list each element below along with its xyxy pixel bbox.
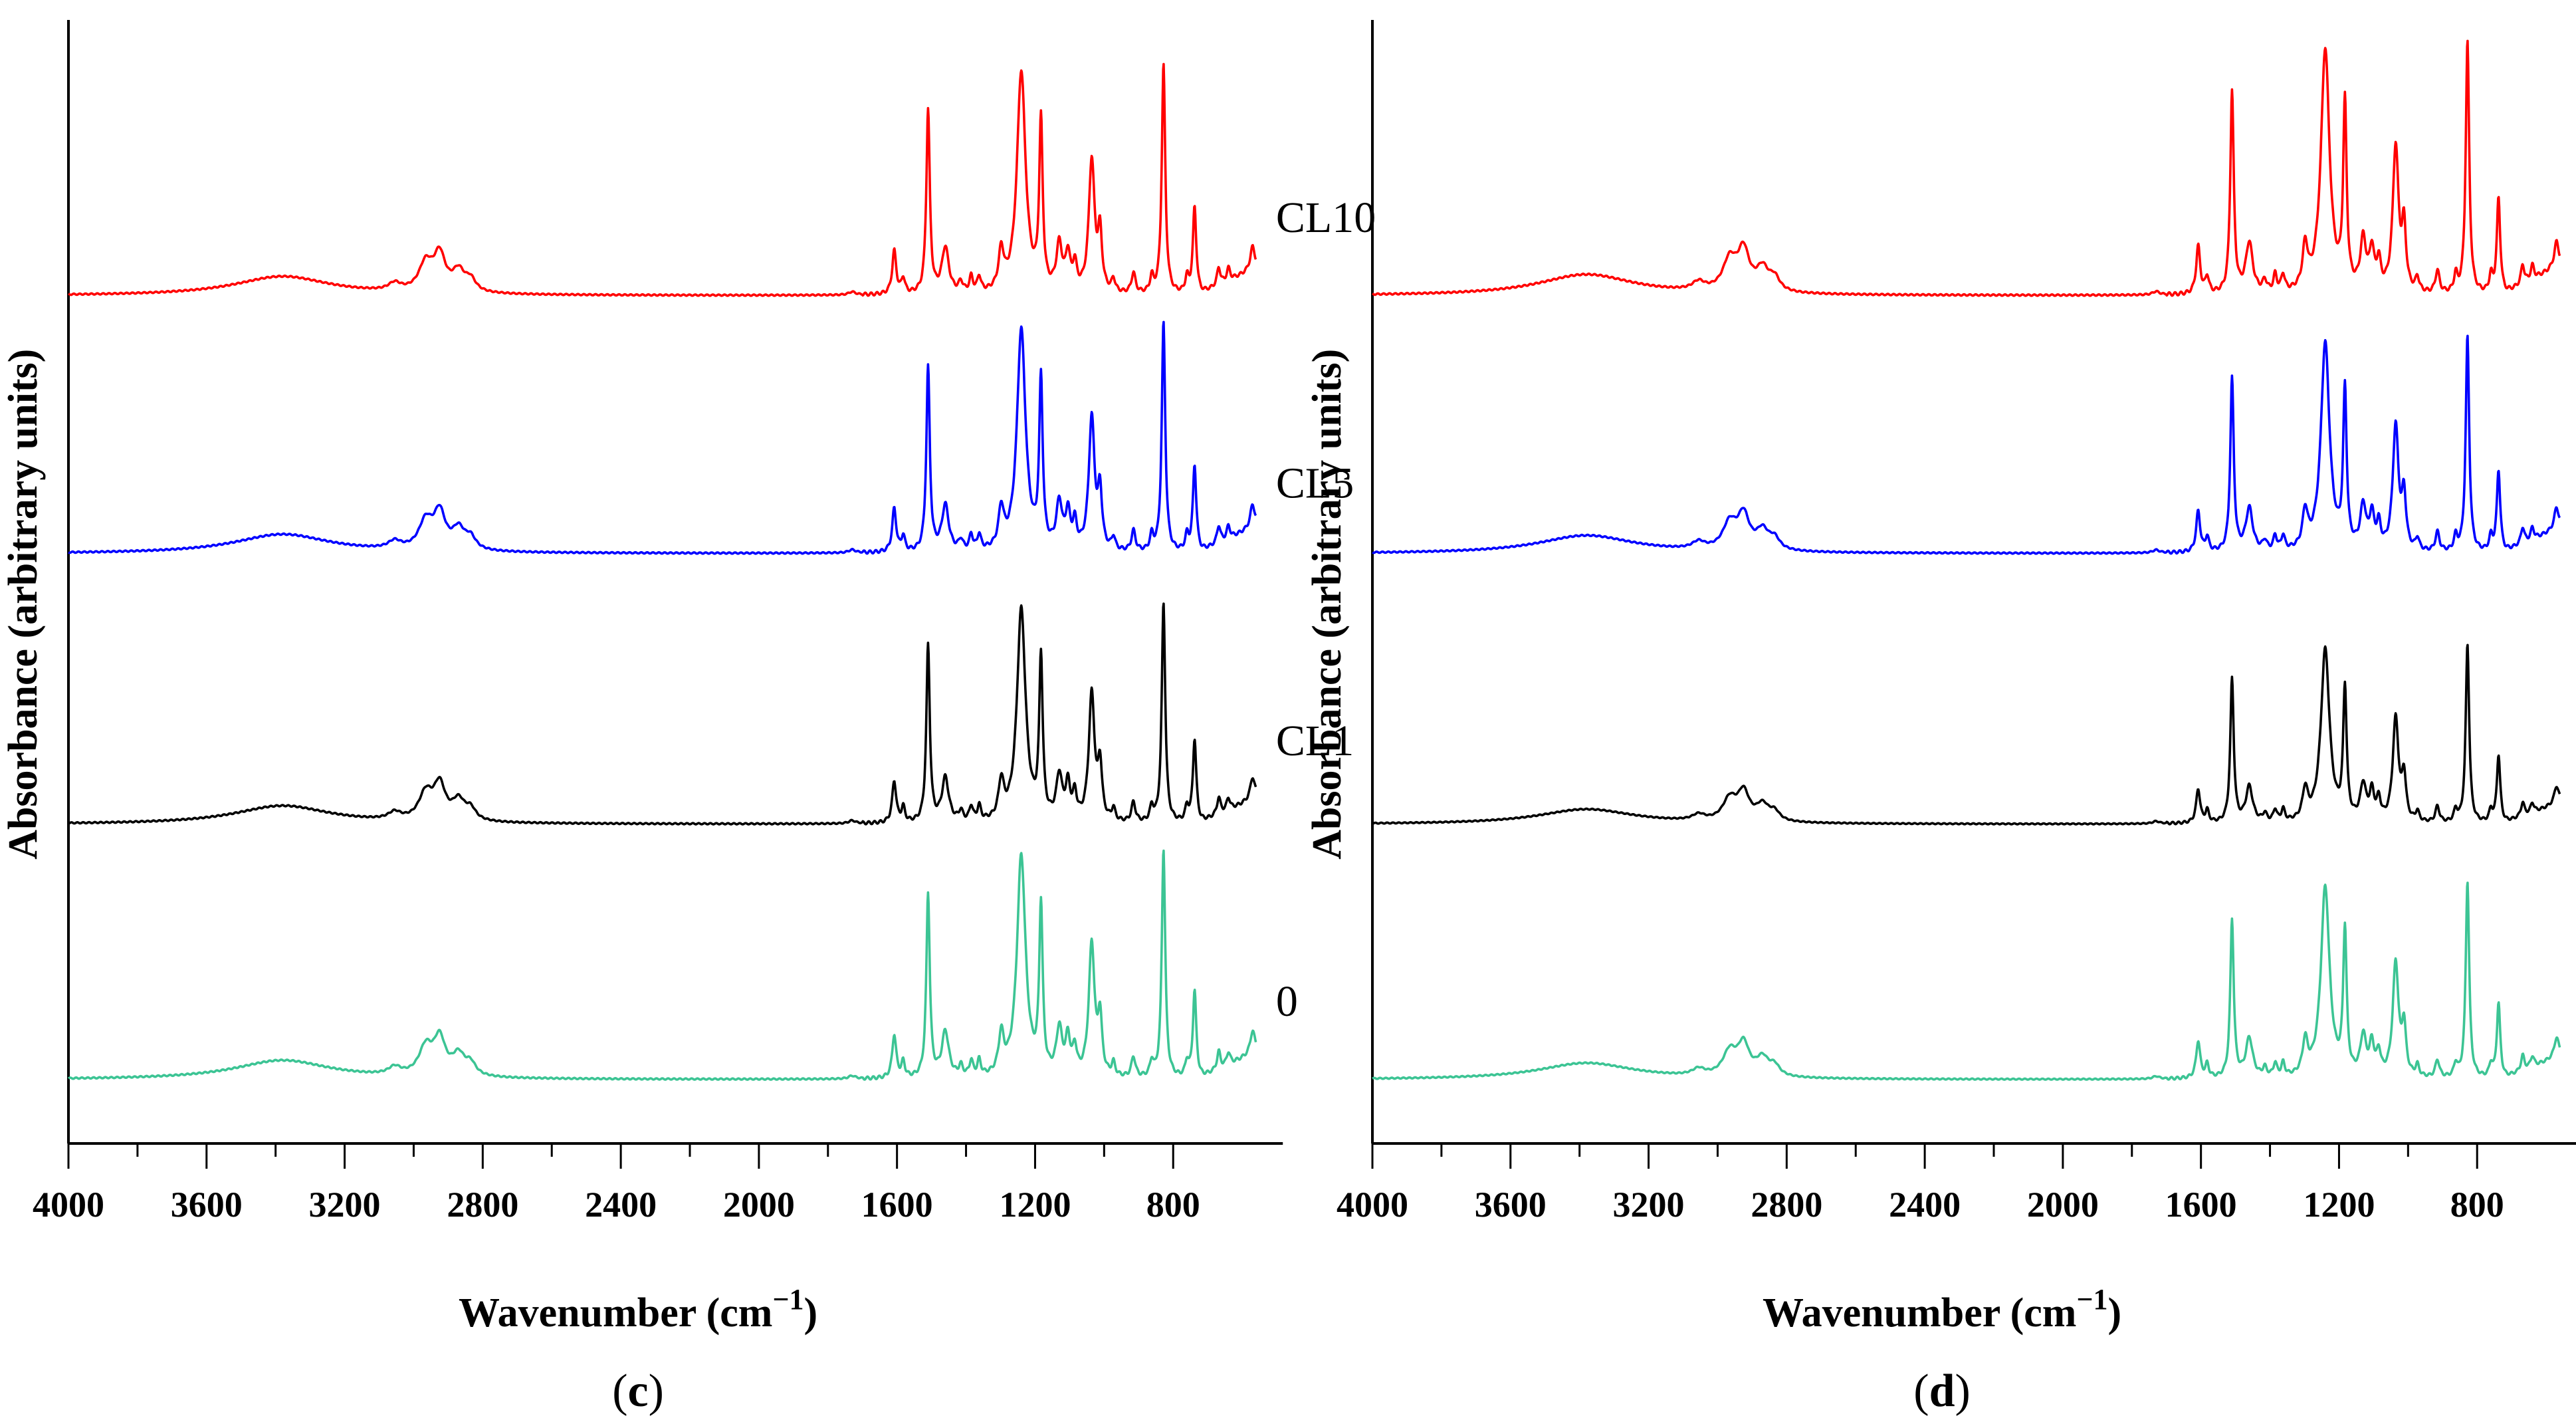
x-tick-label: 2000 [2027, 1185, 2099, 1225]
panel-caption-open: ( [612, 1366, 627, 1417]
series-label-0: 0 [1276, 977, 1298, 1026]
x-tick-label: 4000 [1337, 1185, 1408, 1225]
x-tick-label: 4000 [33, 1185, 104, 1225]
x-axis-title-text: Wavenumber (cm [459, 1290, 772, 1336]
x-axis-title-close: ) [2108, 1290, 2122, 1336]
x-axis-title: Wavenumber (cm−1) [459, 1283, 817, 1336]
spectrum-line-cl1 [68, 602, 1257, 826]
x-tick-label: 2800 [1751, 1185, 1822, 1225]
x-tick-label: 3600 [1475, 1185, 1547, 1225]
spectrum-line-0 [67, 849, 1257, 1081]
x-tick-label: 3200 [309, 1185, 381, 1225]
x-tick-label: 800 [2450, 1185, 2504, 1225]
x-tick-label: 1200 [999, 1185, 1071, 1225]
panel-caption-close: ) [1955, 1366, 1971, 1417]
spectrum-line-cl5 [1372, 334, 2561, 555]
x-tick-label: 1600 [2165, 1185, 2237, 1225]
panel-caption: (c) [612, 1366, 664, 1417]
y-axis-title: Absorbance (arbitrary units) [1, 349, 46, 860]
x-axis-title-superscript: −1 [2076, 1283, 2107, 1316]
x-tick-label: 2800 [447, 1185, 518, 1225]
panel-caption: (d) [1913, 1366, 1971, 1417]
y-axis-title: Absorbance (arbitrary units) [1305, 349, 1350, 860]
panel-caption-letter: c [628, 1366, 649, 1417]
x-tick-label: 1200 [2303, 1185, 2375, 1225]
panel-caption-letter: d [1929, 1366, 1955, 1417]
x-axis-title-text: Wavenumber (cm [1763, 1290, 2076, 1336]
x-tick-label: 3600 [171, 1185, 243, 1225]
panel-caption-open: ( [1913, 1366, 1929, 1417]
x-axis-title-superscript: −1 [772, 1283, 804, 1316]
panel-c: 4000 3600 3200 2800 2400 2000 1600 1200 800 Waven… [1, 20, 1376, 1417]
series-label-cl5: CL5 [1276, 459, 1354, 507]
x-tick-label: 800 [1146, 1185, 1200, 1225]
panel-caption-close: ) [649, 1366, 664, 1417]
spectrum-line-cl10 [68, 62, 1257, 297]
x-tick-label: 1600 [861, 1185, 933, 1225]
x-tick-label: 2400 [1889, 1185, 1961, 1225]
x-axis-title-close: ) [804, 1290, 818, 1336]
x-tick-label: 3200 [1613, 1185, 1685, 1225]
spectrum-line-0 [1372, 882, 2561, 1081]
spectrum-line-cl10 [1372, 39, 2561, 297]
x-axis-title: Wavenumber (cm−1) [1763, 1283, 2121, 1336]
series-label-cl1: CL1 [1276, 717, 1354, 765]
spectrum-line-cl5 [68, 320, 1257, 555]
x-tick-label: 2000 [723, 1185, 795, 1225]
spectrum-line-cl1 [1372, 644, 2561, 826]
x-tick-label: 2400 [585, 1185, 657, 1225]
panel-d: 4000 3600 3200 2800 2400 2000 1600 1200 800 Waven… [1305, 20, 2576, 1417]
series-label-cl10: CL10 [1276, 193, 1376, 242]
